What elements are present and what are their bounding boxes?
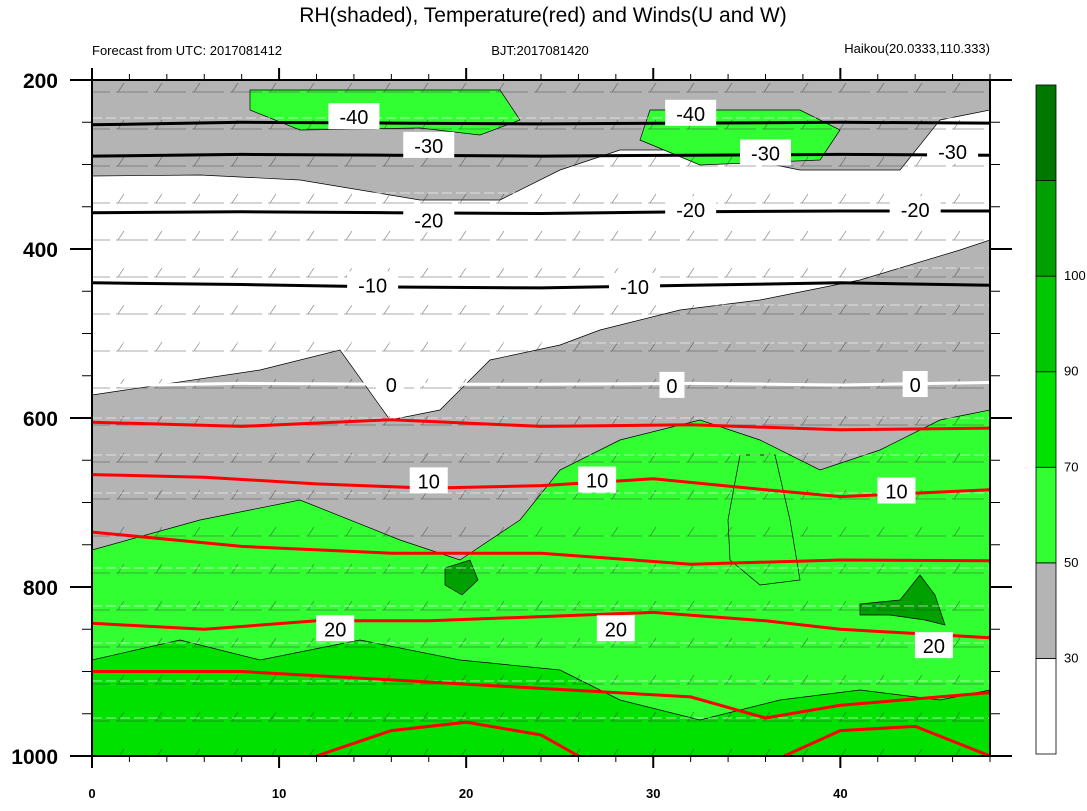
temperature-line: [92, 670, 990, 720]
contour-label-text: 0: [910, 375, 921, 397]
contour-label-text: -10: [620, 277, 649, 299]
contour-label-text: 10: [885, 482, 907, 504]
contour-label-text: 20: [605, 619, 627, 641]
temperature-contour-10: [92, 473, 990, 499]
contour-label-text: -40: [339, 107, 368, 129]
temperature-contour--20: [92, 209, 990, 216]
bjt-subtitle: BJT:2017081420: [491, 43, 589, 58]
contour-label: 20: [914, 632, 953, 659]
contour-label-text: -20: [414, 210, 443, 232]
y-tick-label: 800: [23, 577, 58, 600]
colorbar-swatch: [1035, 371, 1057, 468]
contour-label: -20: [665, 196, 717, 223]
x-tick-label: 10: [272, 786, 286, 801]
contour-label: 20: [596, 615, 635, 642]
contour-label: 10: [578, 466, 617, 493]
contour-label: 0: [902, 371, 928, 398]
temperature-contour--40: [92, 120, 990, 127]
y-tick-label: 200: [23, 70, 58, 93]
x-tick-label: 0: [88, 786, 95, 801]
temperature-contour--30: [92, 152, 990, 158]
forecast-subtitle: Forecast from UTC: 2017081412: [92, 43, 282, 58]
contour-label-text: -30: [751, 144, 780, 166]
colorbar-swatch: [1035, 466, 1057, 564]
contour-label: 0: [378, 371, 404, 398]
contour-label-text: -40: [676, 104, 705, 126]
contour-label-text: 0: [666, 376, 677, 398]
contour-label-text: -30: [414, 136, 443, 158]
plot-area: -40 -40 -30 -30 -30 -20 -20 -20 -10 -10 0 0 0 10 10 10 2…: [92, 80, 990, 756]
colorbar-label: 30: [1064, 650, 1078, 665]
temperature-contour-20: [92, 610, 990, 640]
y-tick-label: 1000: [11, 746, 58, 769]
y-tick-label: 600: [23, 408, 58, 431]
temperature-contour-0: [92, 381, 990, 388]
contour-label-text: 10: [586, 471, 608, 493]
contour-label: -20: [403, 206, 455, 233]
y-tick-label: 400: [23, 239, 58, 262]
colorbar-label: 50: [1064, 555, 1078, 570]
contour-label: -30: [927, 137, 979, 164]
contour-label: -10: [609, 273, 661, 300]
contour-label-text: 20: [923, 636, 945, 658]
contour-label: 20: [316, 615, 355, 642]
chart-title: RH(shaded), Temperature(red) and Winds(U…: [299, 4, 786, 27]
x-tick-label: 40: [833, 786, 847, 801]
colorbar-swatch: [1035, 562, 1057, 659]
x-tick-label: 30: [646, 786, 660, 801]
temperature-line: [92, 530, 990, 566]
colorbar-swatch: [1035, 275, 1057, 373]
contour-label-text: -20: [676, 200, 705, 222]
contour-label-text: 10: [418, 471, 440, 493]
contour-label: -30: [403, 131, 455, 158]
colorbar-label: 90: [1064, 364, 1078, 379]
contour-label-text: -10: [358, 275, 387, 297]
x-tick-label: 20: [459, 786, 473, 801]
contour-label-text: 20: [324, 619, 346, 641]
contour-label-text: -20: [901, 200, 930, 222]
contour-label-text: -30: [938, 142, 967, 164]
temperature-line: [316, 720, 580, 756]
contour-label: -10: [347, 271, 399, 298]
temperature-contour--10: [92, 281, 990, 290]
colorbar-swatch: [1035, 84, 1057, 181]
contour-label: -40: [665, 99, 717, 126]
contour-label-text: 0: [386, 375, 397, 397]
colorbar-swatch: [1035, 658, 1057, 755]
contour-label: 10: [409, 467, 448, 494]
temperature-line: [783, 724, 990, 756]
contour-label: -30: [740, 139, 791, 166]
colorbar-label: 100: [1064, 268, 1086, 283]
temperature-line: [92, 418, 990, 432]
colorbar-swatch: [1035, 180, 1057, 277]
contour-label: -40: [328, 103, 380, 130]
colorbar-label: 70: [1064, 459, 1078, 474]
location-subtitle: Haikou(20.0333,110.333): [844, 41, 990, 56]
contour-label: -20: [889, 196, 941, 223]
contour-label: 10: [877, 477, 916, 504]
contour-label: 0: [659, 371, 685, 398]
